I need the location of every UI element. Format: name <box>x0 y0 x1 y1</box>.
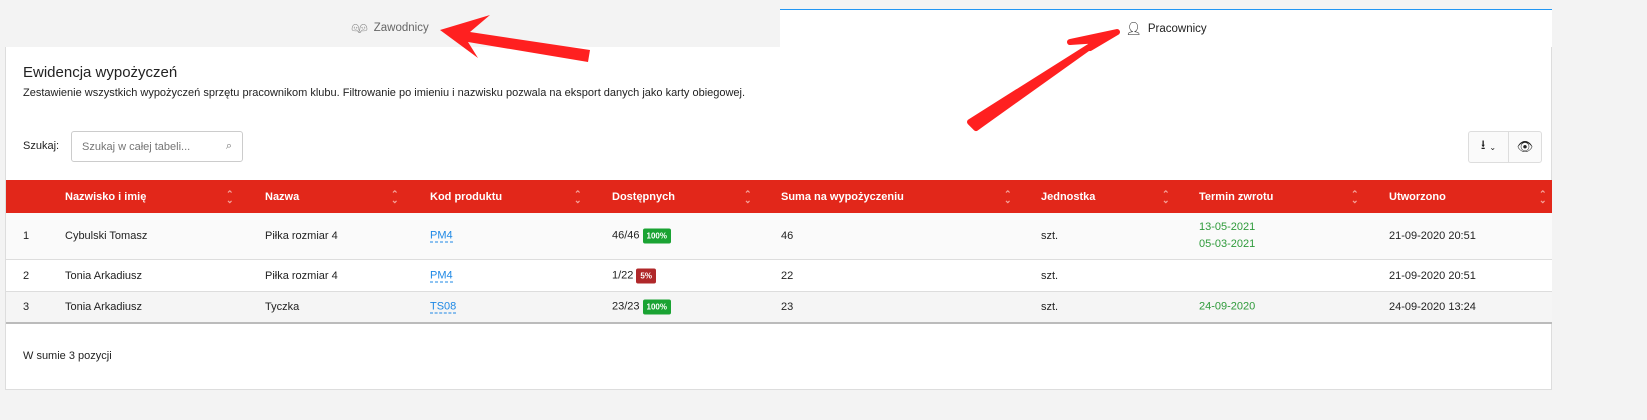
item-name: Piłka rozmiar 4 <box>265 230 338 242</box>
sort-icon[interactable]: ⌃ ⌄ <box>391 188 399 205</box>
item-name: Piłka rozmiar 4 <box>265 269 338 282</box>
tab-zawodnicy[interactable]: 👬︎ Zawodnicy <box>0 9 780 47</box>
availability-badge: 100% <box>642 299 671 315</box>
total-rented: 46 <box>781 230 794 242</box>
product-code-link[interactable]: PM4 <box>430 229 453 243</box>
search-label: Szukaj: <box>23 140 60 152</box>
unit: szt. <box>1041 301 1059 313</box>
table-row: 1 Cybulski Tomasz Piłka rozmiar 4 PM4 46… <box>6 213 1552 260</box>
chevron-down-icon: ⌄ <box>1489 142 1497 152</box>
search-icon: ⌕ <box>225 140 232 152</box>
created-at: 21-09-2020 20:51 <box>1389 230 1476 242</box>
column-header[interactable]: Dostępnych <box>612 190 675 203</box>
item-name: Tyczka <box>265 301 300 313</box>
column-header[interactable]: Nazwa <box>265 190 300 203</box>
unit: szt. <box>1041 230 1059 242</box>
return-dates: 24-09-2020 <box>1199 299 1255 316</box>
return-date: 24-09-2020 <box>1199 300 1256 313</box>
unit: szt. <box>1041 269 1059 282</box>
export-icon: ⭳ <box>1480 137 1486 152</box>
employee-name: Cybulski Tomasz <box>65 230 148 242</box>
return-date: 13-05-2021 <box>1199 221 1256 233</box>
toolbar: ⭳ ⌄ 👁︎ <box>1468 131 1542 163</box>
eye-icon: 👁︎ <box>1516 139 1534 154</box>
sort-icon[interactable]: ⌃ ⌄ <box>1004 188 1012 205</box>
column-header[interactable]: Utworzono <box>1389 190 1446 203</box>
tab-pracownicy[interactable]: 👤︎ Pracownicy <box>780 9 1552 47</box>
column-header[interactable]: Kod produktu <box>430 190 503 203</box>
table-row: 2 Tonia Arkadiusz Piłka rozmiar 4 PM4 1/… <box>6 260 1552 292</box>
sort-icon[interactable]: ⌃ ⌄ <box>1351 188 1359 205</box>
tab-label: Pracownicy <box>1147 22 1207 35</box>
rentals-table: Nazwisko i imię ⌃ ⌄ Nazwa ⌃ ⌄ Kod produktu ⌃ ⌄ Do… <box>6 180 1552 324</box>
column-visibility-button[interactable]: 👁︎ <box>1509 132 1541 162</box>
available-count: 46/46 <box>612 229 640 242</box>
export-button[interactable]: ⭳ ⌄ <box>1469 132 1509 162</box>
search-box: ⌕ <box>71 131 243 162</box>
table-header: Nazwisko i imię ⌃ ⌄ Nazwa ⌃ ⌄ Kod produktu ⌃ ⌄ Do… <box>6 180 1552 213</box>
product-code-link[interactable]: TS08 <box>430 300 457 314</box>
column-header[interactable]: Jednostka <box>1041 190 1096 203</box>
sort-icon[interactable]: ⌃ ⌄ <box>574 188 582 205</box>
availability-badge: 100% <box>642 228 671 244</box>
rentals-panel: Ewidencja wypożyczeń Zestawienie wszystk… <box>5 47 1552 390</box>
return-dates: 13-05-2021 05-03-2021 <box>1199 219 1255 253</box>
created-at: 21-09-2020 20:51 <box>1389 269 1476 282</box>
created-at: 24-09-2020 13:24 <box>1389 301 1476 313</box>
sort-icon[interactable]: ⌃ ⌄ <box>744 188 752 205</box>
total-rented: 23 <box>781 301 794 313</box>
column-header[interactable]: Nazwisko i imię <box>65 190 147 203</box>
product-code-link[interactable]: PM4 <box>430 269 453 282</box>
availability-badge: 5% <box>636 268 656 283</box>
return-date: 05-03-2021 <box>1199 238 1256 250</box>
row-number: 1 <box>23 230 30 242</box>
row-number: 2 <box>23 269 30 282</box>
column-header[interactable]: Termin zwrotu <box>1199 190 1274 203</box>
person-icon: 👤︎ <box>1125 20 1142 36</box>
available-count: 1/22 <box>612 269 634 281</box>
page-description: Zestawienie wszystkich wypożyczeń sprzęt… <box>23 87 746 99</box>
employee-name: Tonia Arkadiusz <box>65 269 143 282</box>
available-count: 23/23 <box>612 300 640 313</box>
tab-label: Zawodnicy <box>373 22 429 34</box>
two-people-icon: 👬︎ <box>351 20 368 35</box>
table-summary: W sumie 3 pozycji <box>23 350 112 362</box>
page-title: Ewidencja wypożyczeń <box>23 64 178 81</box>
sort-icon[interactable]: ⌃ ⌄ <box>226 188 234 205</box>
row-number: 3 <box>23 301 30 313</box>
column-header[interactable]: Suma na wypożyczeniu <box>781 190 904 203</box>
search-input[interactable] <box>82 140 212 153</box>
employee-name: Tonia Arkadiusz <box>65 301 143 313</box>
total-rented: 22 <box>781 269 794 282</box>
table-row: 3 Tonia Arkadiusz Tyczka TS08 23/23 100% … <box>6 292 1552 324</box>
sort-icon[interactable]: ⌃ ⌄ <box>1539 188 1547 205</box>
sort-icon[interactable]: ⌃ ⌄ <box>1162 188 1170 205</box>
